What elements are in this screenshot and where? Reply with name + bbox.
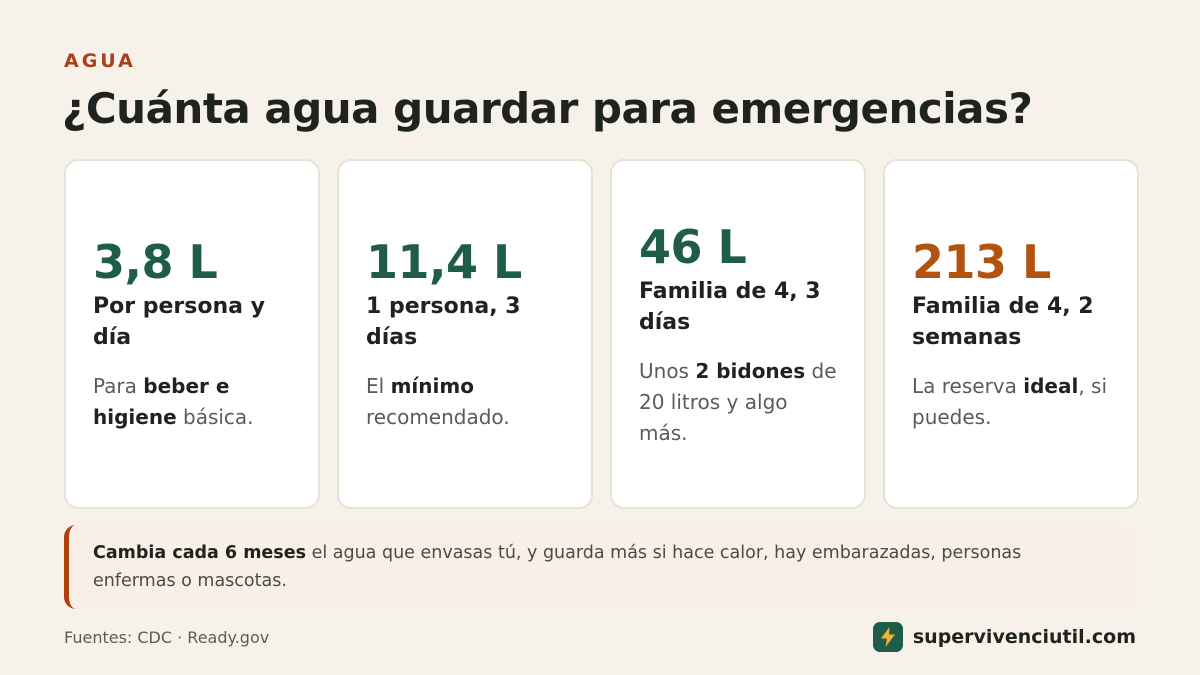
stat-label: Familia de 4, 3 días xyxy=(639,278,821,335)
lightning-bolt-icon xyxy=(872,622,903,652)
stat-description: Unos 2 bidones de 20 litros y algo más. xyxy=(639,358,837,445)
stat-card-family-three-days: 46 L Familia de 4, 3 días Unos 2 bidones… xyxy=(610,159,866,509)
stat-label: Familia de 4, 2 semanas xyxy=(912,294,1094,350)
stat-value: 213 L xyxy=(912,235,1051,289)
stat-card-family-two-weeks: 213 L Familia de 4, 2 semanas La reserva… xyxy=(883,159,1139,509)
stat-description: El mínimo recomendado. xyxy=(366,374,510,429)
stat-cards: 3,8 L Por persona y día Para beber e hig… xyxy=(64,159,1139,509)
stat-description: La reserva ideal, si puedes. xyxy=(912,374,1108,429)
brand-name[interactable]: supervivenciutil.com xyxy=(912,626,1136,648)
stat-value: 46 L xyxy=(639,219,747,274)
stat-label: 1 persona, 3 días xyxy=(366,294,521,350)
brand[interactable]: supervivenciutil.com xyxy=(872,622,1136,652)
eyebrow-label: AGUA xyxy=(64,50,136,72)
stat-value: 3,8 L xyxy=(93,235,218,289)
stat-card-per-person-day: 3,8 L Por persona y día Para beber e hig… xyxy=(64,159,320,509)
stat-card-one-person-three-days: 11,4 L 1 persona, 3 días El mínimo recom… xyxy=(337,159,593,509)
stat-description: Para beber e higiene básica. xyxy=(93,374,254,429)
tip-text: el agua que envasas tú, y guarda más si … xyxy=(93,543,1022,591)
tip-callout: Cambia cada 6 meses el agua que envasas … xyxy=(64,525,1136,609)
page-title: ¿Cuánta agua guardar para emergencias? xyxy=(62,84,1033,133)
sources-credit: Fuentes: CDC · Ready.gov xyxy=(64,628,270,647)
stat-label: Por persona y día xyxy=(93,294,265,350)
tip-emphasis: Cambia cada 6 meses xyxy=(93,543,306,563)
stat-value: 11,4 L xyxy=(366,235,522,289)
